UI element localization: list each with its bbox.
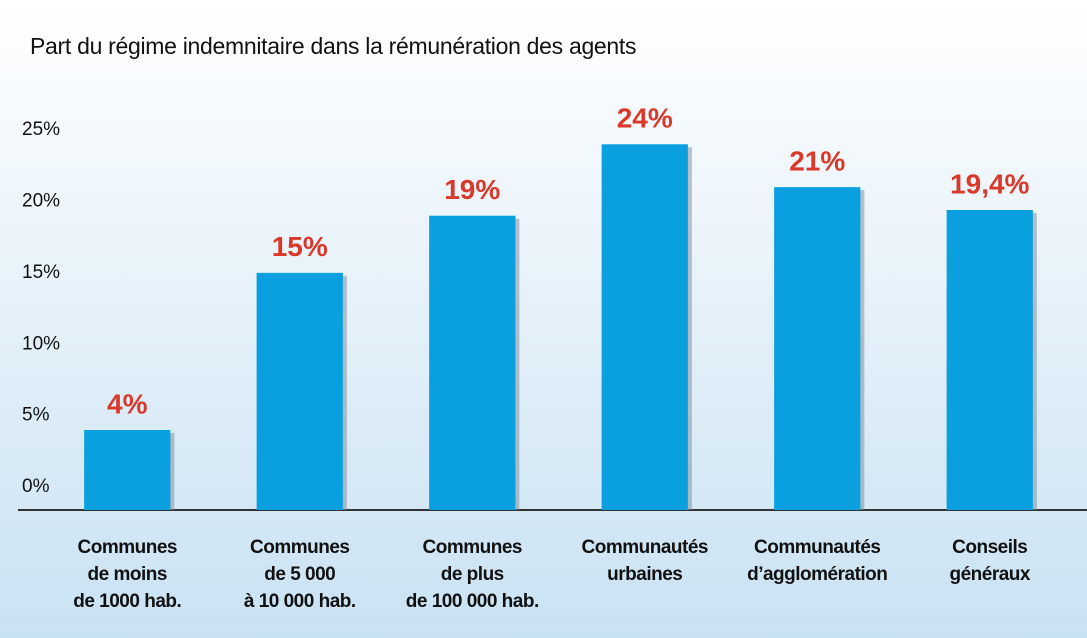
y-tick-label: 25% [22, 119, 60, 140]
x-tick-label: Communes [423, 537, 522, 558]
x-tick-label: de moins [88, 564, 167, 585]
x-tick-label: Conseils [952, 537, 1027, 558]
y-tick-label: 10% [22, 333, 60, 354]
x-tick-label: Communautés [754, 537, 880, 558]
bar [774, 187, 861, 510]
bar [84, 430, 171, 510]
bar [429, 215, 516, 510]
bar [256, 272, 343, 510]
value-label: 15% [272, 231, 328, 262]
x-tick-label: Communes [78, 537, 177, 558]
y-tick-label: 15% [22, 262, 60, 283]
x-tick-label: de plus [441, 564, 504, 585]
x-tick-label: urbaines [607, 564, 682, 585]
x-tick-label: de 100 000 hab. [406, 591, 539, 612]
y-tick-label: 0% [22, 476, 50, 497]
value-label: 19,4% [950, 168, 1029, 199]
x-tick-label: de 1000 hab. [73, 591, 181, 612]
value-label: 21% [789, 146, 845, 177]
x-tick-label: Communautés [582, 537, 708, 558]
x-tick-label: Communes [250, 537, 349, 558]
value-label: 4% [107, 388, 148, 419]
bar [946, 210, 1033, 510]
x-tick-label: d’agglomération [747, 564, 887, 585]
x-tick-label: de 5 000 [264, 564, 335, 585]
x-tick-label: généraux [950, 564, 1031, 585]
value-label: 19% [444, 174, 500, 205]
y-tick-label: 20% [22, 190, 60, 211]
y-tick-label: 5% [22, 405, 50, 426]
value-label: 24% [617, 103, 673, 134]
x-tick-label: à 10 000 hab. [244, 591, 356, 612]
bar [601, 144, 688, 511]
chart-title: Part du régime indemnitaire dans la rému… [30, 33, 636, 59]
